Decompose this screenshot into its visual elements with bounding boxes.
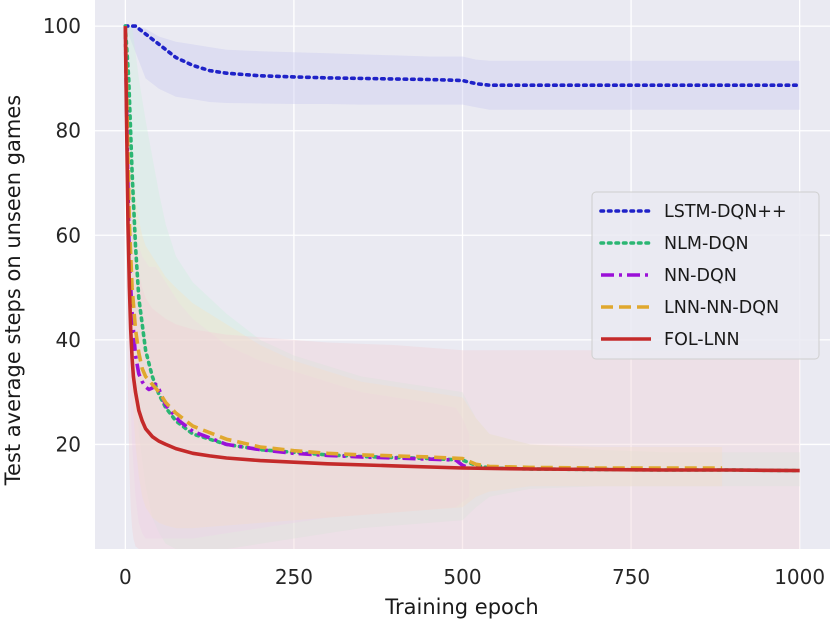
x-tick-label: 250 <box>275 565 313 589</box>
legend-entry-lstm-dqn: LSTM-DQN++ <box>599 202 787 222</box>
line-fol-lnn <box>123 26 800 473</box>
band-fol-lnn <box>125 26 800 550</box>
legend-entry-nlm-dqn: NLM-DQN <box>599 234 749 254</box>
line-lnn-nn-dqn <box>123 26 723 470</box>
y-tick-label: 100 <box>43 14 81 38</box>
legend-frame <box>591 191 820 360</box>
y-tick-label: 40 <box>56 328 81 352</box>
x-tick-label: 750 <box>612 565 650 589</box>
legend-entry-lnn-nn-dqn: LNN-NN-DQN <box>601 298 779 318</box>
legend-entry-fol-lnn: FOL-LNN <box>601 330 740 350</box>
band-lnn-nn-dqn <box>125 26 723 529</box>
y-axis-label: Test average steps on unseen games <box>1 95 25 486</box>
x-tick-label: 500 <box>443 565 481 589</box>
series-lines <box>123 24 802 473</box>
y-tick-label: 80 <box>56 119 81 143</box>
confidence-bands <box>125 26 800 550</box>
legend-entry-nn-dqn: NN-DQN <box>601 266 737 286</box>
line-lstm-dqn <box>123 24 802 87</box>
x-tick-label: 0 <box>119 565 132 589</box>
line-nn-dqn <box>123 26 470 470</box>
y-tick-label: 20 <box>56 432 81 456</box>
y-tick-label: 60 <box>56 223 81 247</box>
legend-label: FOL-LNN <box>664 330 740 350</box>
band-lstm-dqn <box>125 26 800 110</box>
x-axis-label: Training epoch <box>384 595 539 619</box>
legend-label: NLM-DQN <box>664 234 749 254</box>
x-tick-label: 1000 <box>774 565 825 589</box>
y-tick-labels: 20 40 60 80 100 <box>43 14 81 456</box>
legend-label: LSTM-DQN++ <box>664 202 787 222</box>
band-nn-dqn <box>125 26 470 539</box>
legend-label: NN-DQN <box>664 266 737 286</box>
x-tick-labels: 0 250 500 750 1000 <box>119 565 825 589</box>
band-nlm-dqn <box>125 26 800 550</box>
legend-label: LNN-NN-DQN <box>664 298 779 318</box>
legend: LSTM-DQN++ NLM-DQN NN-DQN LNN-NN-DQN FOL-LNN <box>591 191 820 360</box>
